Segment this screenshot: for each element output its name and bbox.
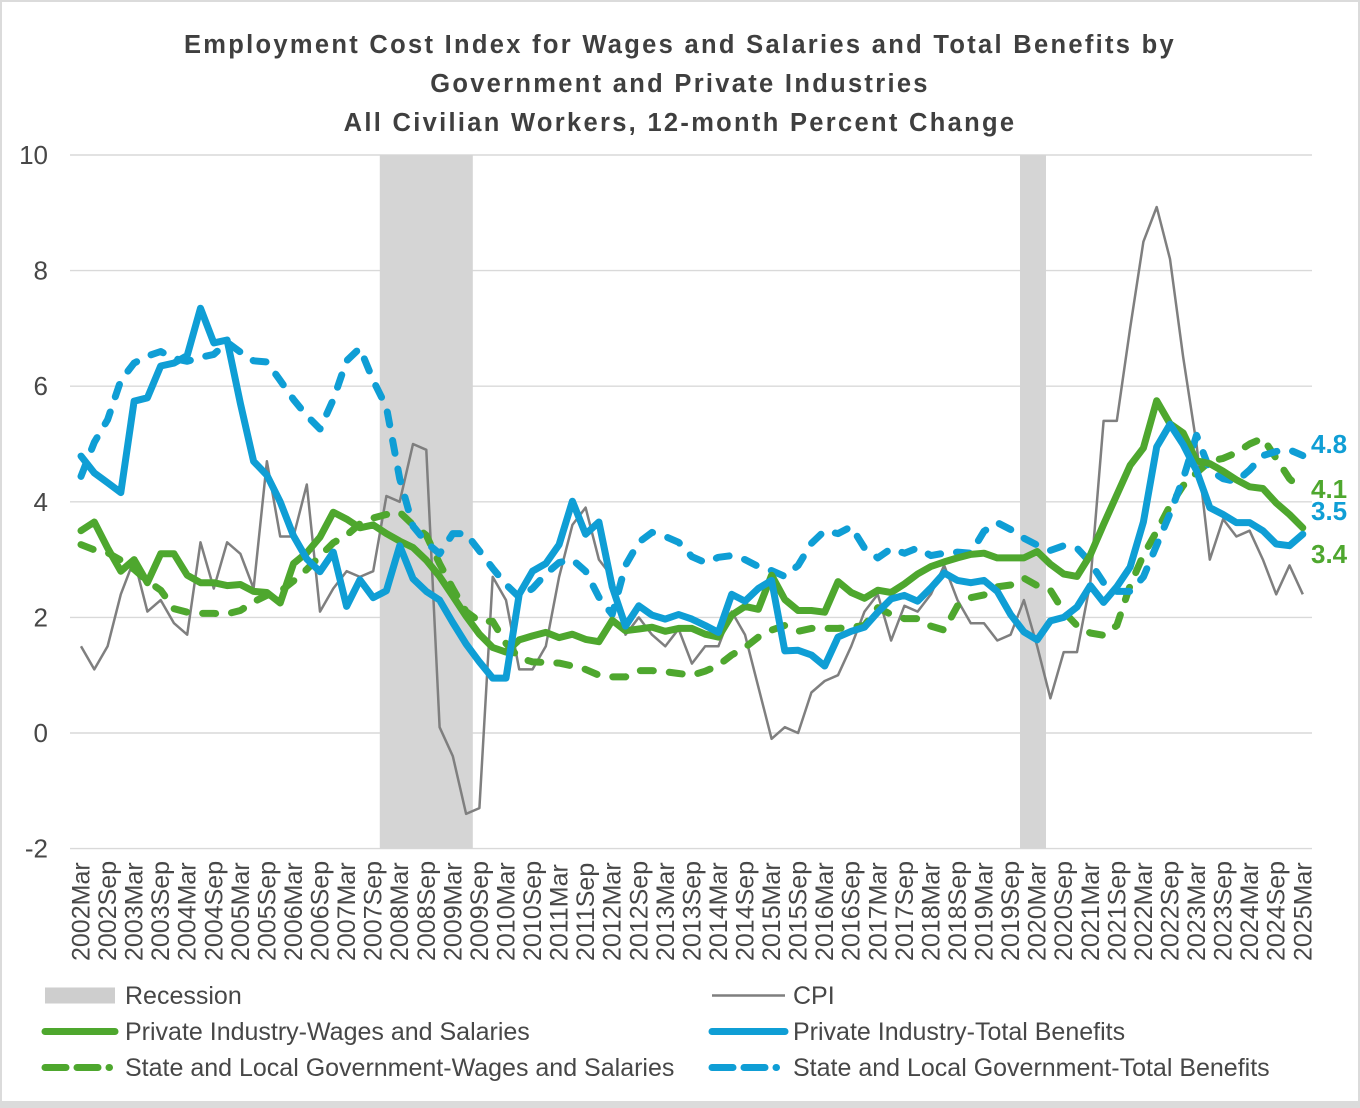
svg-text:2022Mar: 2022Mar: [1130, 862, 1158, 961]
svg-text:2013Mar: 2013Mar: [652, 862, 680, 961]
svg-text:All Civilian Workers, 12-month: All Civilian Workers, 12-month Percent C…: [344, 109, 1017, 137]
svg-text:2011Sep: 2011Sep: [572, 863, 600, 961]
svg-text:2020Mar: 2020Mar: [1024, 862, 1052, 961]
svg-text:2009Mar: 2009Mar: [439, 862, 467, 961]
svg-text:2005Sep: 2005Sep: [253, 861, 281, 961]
svg-text:CPI: CPI: [793, 982, 835, 1010]
svg-text:2007Mar: 2007Mar: [333, 862, 361, 961]
svg-text:0: 0: [34, 718, 48, 748]
svg-text:2008Sep: 2008Sep: [413, 861, 441, 961]
svg-text:2004Mar: 2004Mar: [174, 862, 202, 961]
svg-text:2019Mar: 2019Mar: [971, 862, 999, 961]
svg-text:2008Mar: 2008Mar: [386, 862, 414, 961]
svg-text:2012Mar: 2012Mar: [599, 862, 627, 961]
svg-text:2002Sep: 2002Sep: [94, 861, 122, 961]
svg-text:2014Sep: 2014Sep: [732, 861, 760, 961]
svg-text:2014Mar: 2014Mar: [705, 862, 733, 961]
svg-text:8: 8: [34, 256, 48, 286]
svg-text:6: 6: [34, 371, 48, 401]
svg-text:-2: -2: [25, 834, 48, 864]
svg-text:4.8: 4.8: [1311, 429, 1347, 459]
svg-text:2002Mar: 2002Mar: [68, 862, 96, 961]
svg-text:2019Sep: 2019Sep: [997, 861, 1025, 961]
svg-text:3.4: 3.4: [1311, 539, 1348, 569]
svg-text:2017Sep: 2017Sep: [891, 861, 919, 961]
svg-text:Recession: Recession: [125, 982, 242, 1010]
svg-text:2017Mar: 2017Mar: [864, 862, 892, 961]
svg-text:2023Sep: 2023Sep: [1210, 861, 1238, 961]
svg-text:State and Local Government-Wag: State and Local Government-Wages and Sal…: [125, 1054, 674, 1082]
svg-text:2018Sep: 2018Sep: [944, 861, 972, 961]
svg-text:3.5: 3.5: [1311, 496, 1347, 526]
svg-text:2025Mar: 2025Mar: [1289, 862, 1317, 961]
svg-text:Private Industry-Total Benefit: Private Industry-Total Benefits: [793, 1018, 1125, 1046]
svg-text:2003Sep: 2003Sep: [147, 861, 175, 961]
svg-text:2023Mar: 2023Mar: [1183, 862, 1211, 961]
svg-text:4: 4: [34, 487, 48, 517]
svg-text:2010Mar: 2010Mar: [493, 862, 521, 961]
svg-text:Private Industry-Wages and Sal: Private Industry-Wages and Salaries: [125, 1018, 530, 1046]
svg-text:2005Mar: 2005Mar: [227, 862, 255, 961]
svg-text:2015Mar: 2015Mar: [758, 862, 786, 961]
svg-text:2011Mar: 2011Mar: [546, 864, 574, 961]
svg-text:2015Sep: 2015Sep: [785, 861, 813, 961]
svg-text:2013Sep: 2013Sep: [678, 861, 706, 961]
svg-text:Government and Private Industr: Government and Private Industries: [430, 70, 930, 98]
svg-text:2006Mar: 2006Mar: [280, 862, 308, 961]
svg-text:2004Sep: 2004Sep: [200, 861, 228, 961]
svg-text:10: 10: [19, 140, 48, 170]
svg-text:Employment Cost Index for Wage: Employment Cost Index for Wages and Sala…: [184, 31, 1176, 59]
svg-text:2: 2: [34, 602, 48, 632]
svg-text:2020Sep: 2020Sep: [1050, 861, 1078, 961]
svg-text:2022Sep: 2022Sep: [1157, 861, 1185, 961]
svg-text:2010Sep: 2010Sep: [519, 861, 547, 961]
svg-text:2024Sep: 2024Sep: [1263, 861, 1291, 961]
svg-text:2021Mar: 2021Mar: [1077, 862, 1105, 961]
svg-text:State and Local Government-Tot: State and Local Government-Total Benefit…: [793, 1054, 1270, 1082]
svg-text:2024Mar: 2024Mar: [1236, 862, 1264, 961]
svg-text:2007Sep: 2007Sep: [360, 861, 388, 961]
svg-text:2018Mar: 2018Mar: [917, 862, 945, 961]
svg-text:4.1: 4.1: [1311, 474, 1347, 504]
svg-text:2016Mar: 2016Mar: [811, 862, 839, 961]
svg-text:2016Sep: 2016Sep: [838, 861, 866, 961]
svg-text:2006Sep: 2006Sep: [307, 861, 335, 961]
svg-text:2003Mar: 2003Mar: [121, 862, 149, 961]
svg-text:2012Sep: 2012Sep: [625, 861, 653, 961]
svg-text:2009Sep: 2009Sep: [466, 861, 494, 961]
svg-text:2021Sep: 2021Sep: [1103, 861, 1131, 961]
